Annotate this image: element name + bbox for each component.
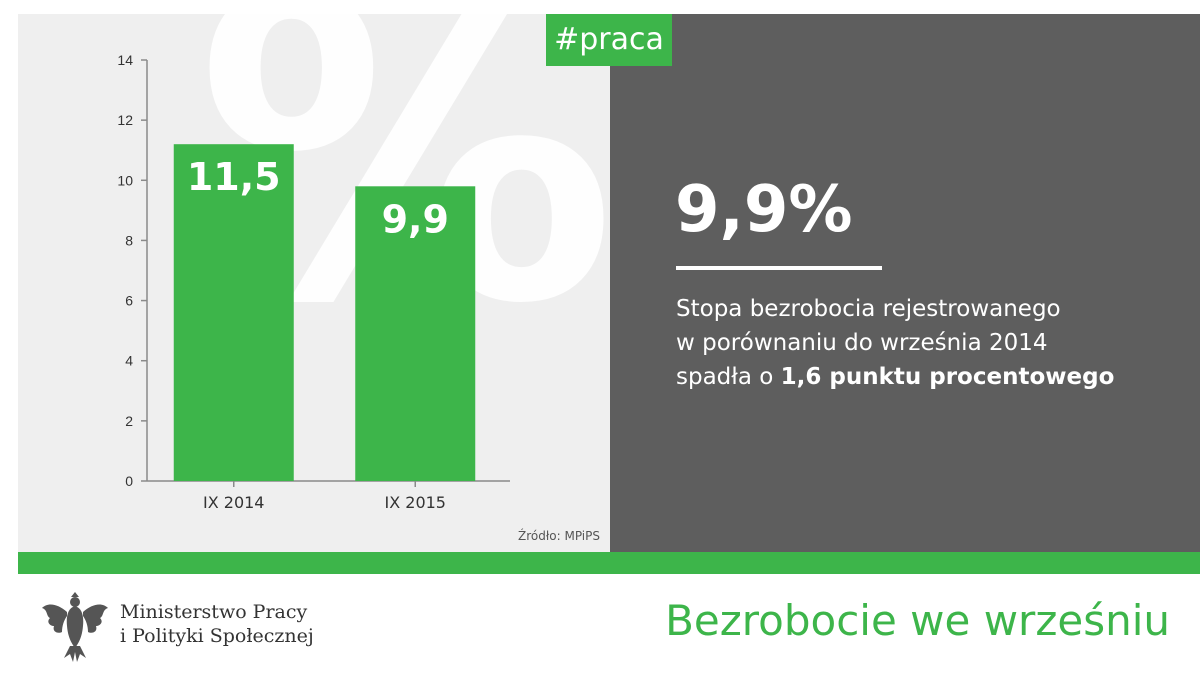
y-tick-label-6: 6	[125, 293, 133, 309]
ministry-name: Ministerstwo Pracy i Polityki Społecznej	[120, 600, 314, 648]
x-tick-label-0: IX 2014	[203, 493, 264, 512]
bar-ix-2014	[173, 144, 294, 481]
accent-strip	[18, 552, 1200, 574]
bar-value-label-1: 9,9	[382, 197, 449, 241]
ministry-line-1: Ministerstwo Pracy	[120, 601, 308, 623]
highlight-underline	[676, 266, 882, 270]
description-line-1: Stopa bezrobocia rejestrowanego	[676, 296, 1061, 322]
hashtag-badge[interactable]: #praca	[546, 14, 672, 66]
y-tick-label-4: 4	[125, 353, 133, 369]
highlight-value: 9,9%	[675, 173, 853, 247]
y-tick-label-8: 8	[125, 232, 133, 248]
eagle-emblem-icon	[42, 592, 108, 662]
highlight-description: Stopa bezrobocia rejestrowanego w porówn…	[676, 292, 1176, 394]
y-tick-label-14: 14	[117, 52, 133, 68]
y-tick-label-0: 0	[125, 473, 133, 489]
source-note: Źródło: MPiPS	[518, 528, 600, 543]
y-tick-label-12: 12	[117, 112, 133, 128]
description-line-2: w porównaniu do września 2014	[676, 330, 1048, 356]
bar-ix-2015	[355, 186, 476, 482]
highlight-panel	[610, 14, 1200, 552]
y-tick-label-2: 2	[125, 413, 133, 429]
x-tick-label-1: IX 2015	[385, 493, 446, 512]
bar-value-label-0: 11,5	[187, 155, 281, 199]
bar-chart: 0 2 4 6 8 10 12 14 11,5 IX 2014 9,9 IX 2015 Źródło: …	[117, 52, 600, 543]
description-line-3-prefix: spadła o	[676, 364, 781, 390]
ministry-line-2: i Polityki Społecznej	[120, 625, 314, 647]
description-line-3: spadła o 1,6 punktu procentowego	[676, 360, 1176, 394]
footer-title: Bezrobocie we wrześniu	[665, 596, 1170, 645]
description-line-3-bold: 1,6 punktu procentowego	[780, 364, 1115, 390]
y-tick-label-10: 10	[117, 172, 133, 188]
